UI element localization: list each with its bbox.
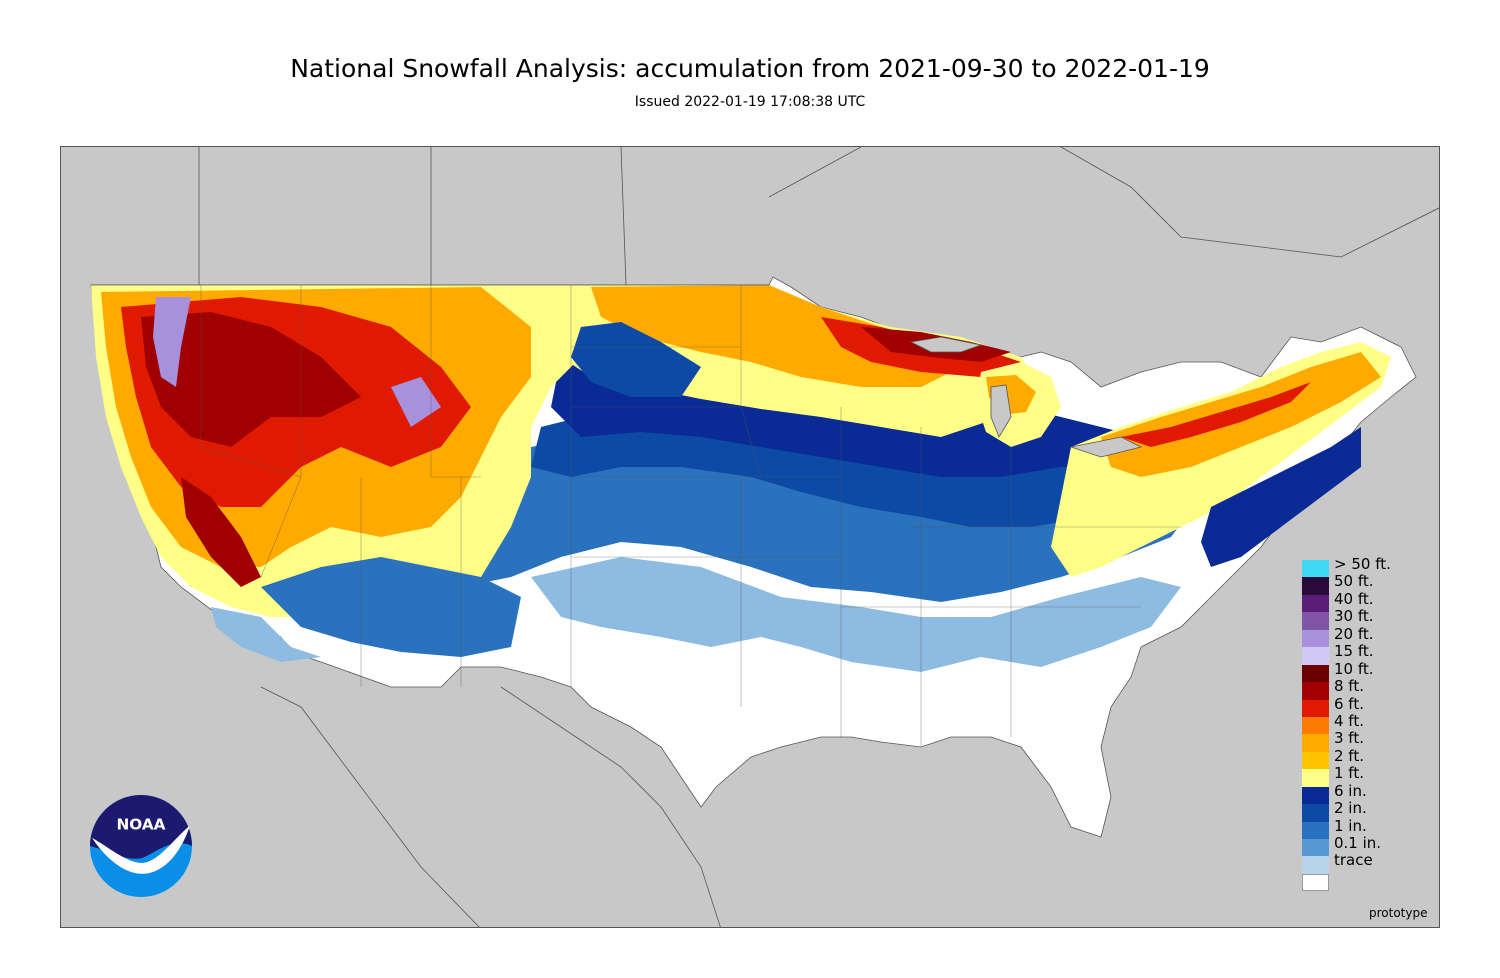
noaa-logo: NOAA [90, 795, 192, 897]
state-boundaries [200, 285, 1181, 747]
legend-row: 2 ft. [1302, 747, 1412, 770]
legend-label: 3 ft. [1334, 729, 1364, 748]
zone-northwest-midwest-blue [571, 322, 701, 397]
legend-swatch [1302, 594, 1329, 613]
legend-swatch [1302, 699, 1329, 717]
zone-dark-blue [531, 407, 1181, 527]
legend-label: 6 ft. [1334, 694, 1364, 713]
legend-swatch [1302, 751, 1329, 770]
zone-ne-red [1121, 382, 1311, 447]
legend-label: 10 ft. [1334, 659, 1374, 678]
legend-swatch [1302, 682, 1329, 700]
legend-swatch [1302, 839, 1329, 857]
legend-label: > 50 ft. [1334, 555, 1391, 573]
legend-label: 50 ft. [1334, 572, 1374, 591]
legend-swatch [1302, 612, 1329, 630]
legend-row: 1 in. [1302, 817, 1412, 839]
legend-label: 4 ft. [1334, 711, 1364, 730]
legend-swatch [1302, 647, 1329, 665]
legend-row: 6 ft. [1302, 695, 1412, 717]
legend-row: 4 ft. [1302, 712, 1412, 735]
legend-row: 10 ft. [1302, 660, 1412, 683]
map-canvas [61, 147, 1439, 927]
color-legend: > 50 ft. 50 ft. 40 ft. 30 ft. 20 ft. 15 ft. 10… [1302, 555, 1412, 892]
legend-swatch [1302, 734, 1329, 752]
legend-row: 15 ft. [1302, 642, 1412, 665]
prototype-label: prototype [1369, 906, 1428, 920]
legend-swatch [1302, 716, 1329, 735]
legend-label: 20 ft. [1334, 624, 1374, 643]
zone-north-orange [591, 285, 961, 387]
legend-row: trace [1302, 851, 1412, 874]
legend-swatch [1302, 577, 1329, 595]
snowfall-map [60, 146, 1440, 928]
legend-row: 40 ft. [1302, 590, 1412, 613]
legend-swatch [1302, 786, 1329, 805]
zone-sw-light [211, 607, 321, 662]
legend-swatch [1302, 856, 1329, 874]
border-lines [91, 147, 1439, 927]
legend-row: 2 in. [1302, 799, 1412, 822]
legend-row: 8 ft. [1302, 677, 1412, 700]
legend-label: 15 ft. [1334, 642, 1374, 661]
legend-label: 40 ft. [1334, 589, 1374, 608]
great-lakes [909, 336, 1143, 458]
zone-light-blue [531, 557, 1181, 672]
legend-label: trace [1334, 851, 1373, 870]
legend-row: 6 in. [1302, 782, 1412, 805]
legend-swatch [1302, 560, 1329, 578]
legend-label: 6 in. [1334, 781, 1367, 800]
legend-swatch [1302, 629, 1329, 648]
legend-row: 20 ft. [1302, 625, 1412, 648]
legend-label: 1 ft. [1334, 764, 1364, 783]
legend-row: 0.1 in. [1302, 834, 1412, 857]
issued-timestamp: Issued 2022-01-19 17:08:38 UTC [634, 94, 866, 110]
legend-label: 2 in. [1334, 799, 1367, 818]
zone-ne-navy [1201, 427, 1361, 567]
legend-label: 1 in. [1334, 816, 1367, 835]
legend-label: 8 ft. [1334, 677, 1364, 696]
zone-sw-blue [261, 557, 521, 657]
legend-row: 3 ft. [1302, 729, 1412, 752]
legend-row: 50 ft. [1302, 572, 1412, 595]
legend-row: 30 ft. [1302, 607, 1412, 630]
zone-west-purple-2 [391, 377, 441, 427]
logo-text: NOAA [116, 816, 165, 834]
legend-label: 30 ft. [1334, 607, 1374, 626]
legend-label: 2 ft. [1334, 746, 1364, 765]
legend-label: 0.1 in. [1334, 834, 1382, 852]
legend-swatch [1302, 821, 1329, 839]
legend-swatch [1302, 804, 1329, 822]
legend-row: > 50 ft. [1302, 555, 1412, 578]
logo-top-half [90, 795, 192, 859]
legend-swatch [1302, 769, 1329, 787]
legend-row [1302, 873, 1412, 892]
legend-swatch [1302, 664, 1329, 683]
zone-west-purple [153, 297, 191, 387]
zone-west-darkred [141, 312, 361, 447]
legend-swatch [1302, 873, 1329, 892]
map-title: National Snowfall Analysis: accumulation… [290, 54, 1210, 83]
logo-bird-wave [92, 825, 190, 874]
legend-row: 1 ft. [1302, 764, 1412, 787]
zone-sierra-red [181, 477, 261, 587]
